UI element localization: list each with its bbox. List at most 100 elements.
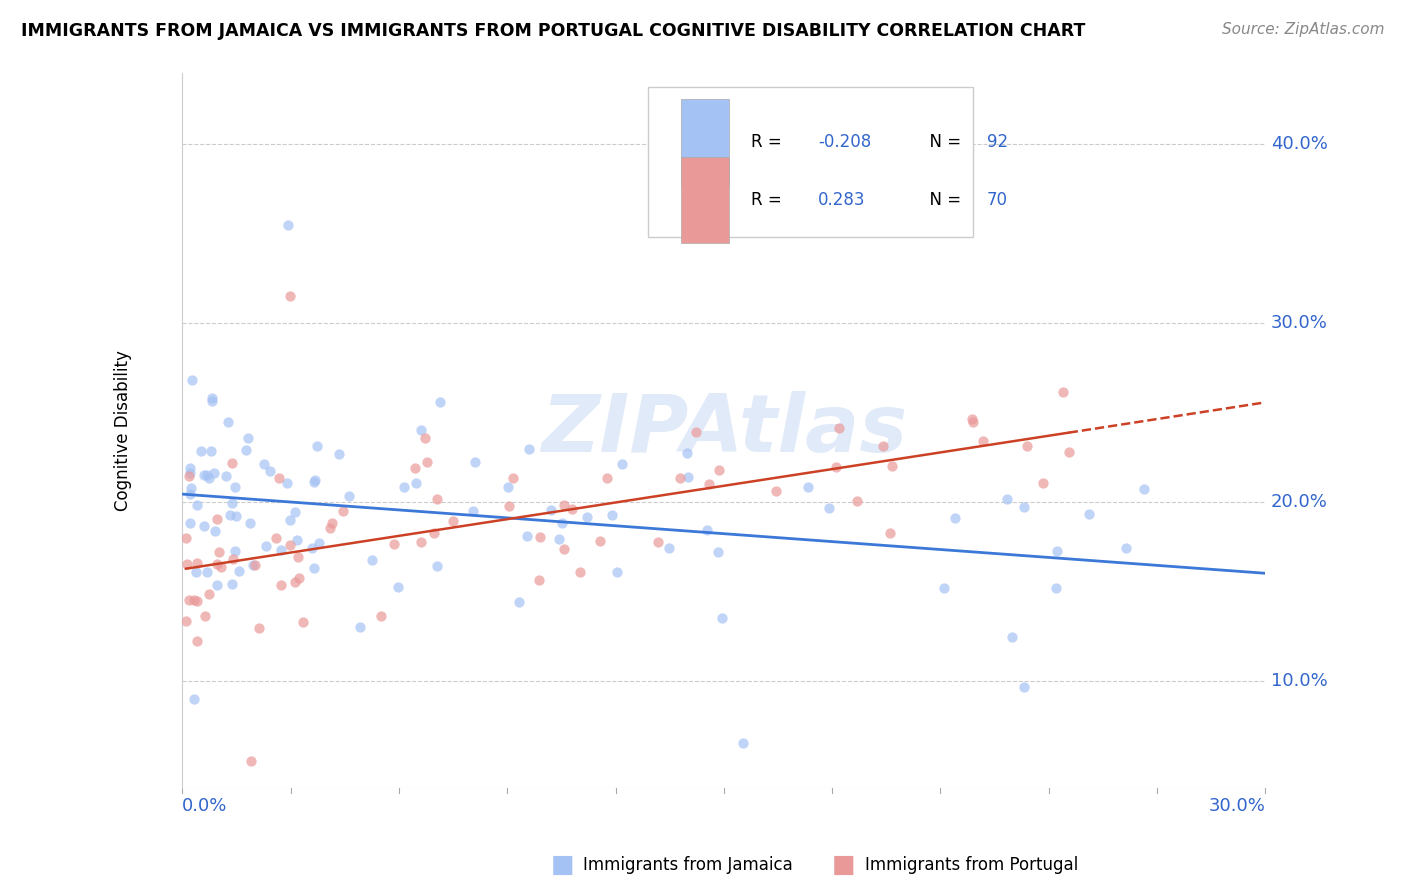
Point xyxy=(198,470,221,484)
Point xyxy=(553,541,575,556)
Point xyxy=(872,439,894,453)
Point xyxy=(200,443,222,458)
Point xyxy=(219,508,242,522)
Point xyxy=(845,493,868,508)
Point xyxy=(217,415,239,429)
Point xyxy=(576,510,599,524)
Point xyxy=(516,529,538,543)
Point xyxy=(1032,475,1054,490)
Point xyxy=(426,491,449,506)
Point xyxy=(209,559,232,574)
Point xyxy=(416,455,439,469)
Point xyxy=(731,736,754,750)
Point xyxy=(193,518,215,533)
Text: ZIPAtlas: ZIPAtlas xyxy=(541,392,907,469)
Point xyxy=(765,484,787,499)
Point xyxy=(301,541,323,556)
Point xyxy=(1012,500,1035,514)
Point xyxy=(962,415,984,429)
Point xyxy=(291,615,314,629)
Point xyxy=(675,446,697,460)
Point xyxy=(337,489,360,503)
Point xyxy=(243,558,266,572)
Point xyxy=(361,553,384,567)
Point xyxy=(943,511,966,525)
Point xyxy=(307,439,329,453)
Point xyxy=(186,593,208,607)
Point xyxy=(1115,541,1137,556)
Text: -0.208: -0.208 xyxy=(818,133,872,151)
Point xyxy=(194,609,217,624)
Point xyxy=(179,592,201,607)
Point xyxy=(254,539,277,553)
Text: N =: N = xyxy=(920,192,966,210)
Point xyxy=(224,544,246,558)
Point xyxy=(328,447,350,461)
Point xyxy=(960,411,983,425)
Point xyxy=(221,496,243,510)
Point xyxy=(404,461,426,475)
Point xyxy=(277,218,299,232)
Point xyxy=(405,475,427,490)
Point xyxy=(270,543,292,558)
Point xyxy=(174,614,197,628)
Point xyxy=(413,431,436,445)
Point xyxy=(1133,482,1156,496)
Point xyxy=(548,532,571,546)
Point xyxy=(205,512,228,526)
Point xyxy=(818,501,841,516)
Point xyxy=(797,479,820,493)
Text: 10.0%: 10.0% xyxy=(1271,672,1327,690)
Text: ■: ■ xyxy=(832,854,855,877)
Point xyxy=(1046,544,1069,558)
Point xyxy=(242,558,264,572)
Point xyxy=(540,502,562,516)
Point xyxy=(551,516,574,530)
Point xyxy=(1045,581,1067,595)
Point xyxy=(224,480,246,494)
Point xyxy=(264,531,287,545)
Point xyxy=(332,504,354,518)
Text: Immigrants from Jamaica: Immigrants from Jamaica xyxy=(583,856,793,874)
Point xyxy=(932,581,955,595)
Point xyxy=(235,443,257,458)
Point xyxy=(464,455,486,469)
Point xyxy=(423,526,446,541)
Point xyxy=(180,481,202,495)
Point xyxy=(195,565,218,579)
Point xyxy=(184,566,207,580)
Point xyxy=(201,391,224,405)
FancyBboxPatch shape xyxy=(648,87,973,237)
Point xyxy=(508,595,530,609)
Point xyxy=(319,521,342,535)
Point xyxy=(658,541,681,555)
Point xyxy=(553,498,575,512)
Text: 0.0%: 0.0% xyxy=(183,797,228,815)
Point xyxy=(267,471,290,485)
Text: 0.283: 0.283 xyxy=(818,192,866,210)
Point xyxy=(304,473,326,487)
Point xyxy=(214,468,236,483)
Point xyxy=(176,557,198,571)
Text: 92: 92 xyxy=(987,133,1008,151)
Point xyxy=(278,289,301,303)
Point xyxy=(222,552,245,566)
Point xyxy=(276,475,298,490)
Point xyxy=(179,466,201,480)
Point xyxy=(193,467,215,482)
Point xyxy=(1015,439,1038,453)
Point xyxy=(302,561,325,575)
Point xyxy=(321,516,343,531)
Point xyxy=(972,434,994,448)
Text: R =: R = xyxy=(751,133,787,151)
Point xyxy=(441,515,464,529)
Point xyxy=(610,457,633,471)
Point xyxy=(205,578,228,592)
Point xyxy=(179,461,201,475)
Point xyxy=(202,467,225,481)
Point xyxy=(880,458,903,473)
Point xyxy=(529,530,551,544)
Text: Source: ZipAtlas.com: Source: ZipAtlas.com xyxy=(1222,22,1385,37)
Point xyxy=(394,480,416,494)
Point xyxy=(1014,680,1036,694)
